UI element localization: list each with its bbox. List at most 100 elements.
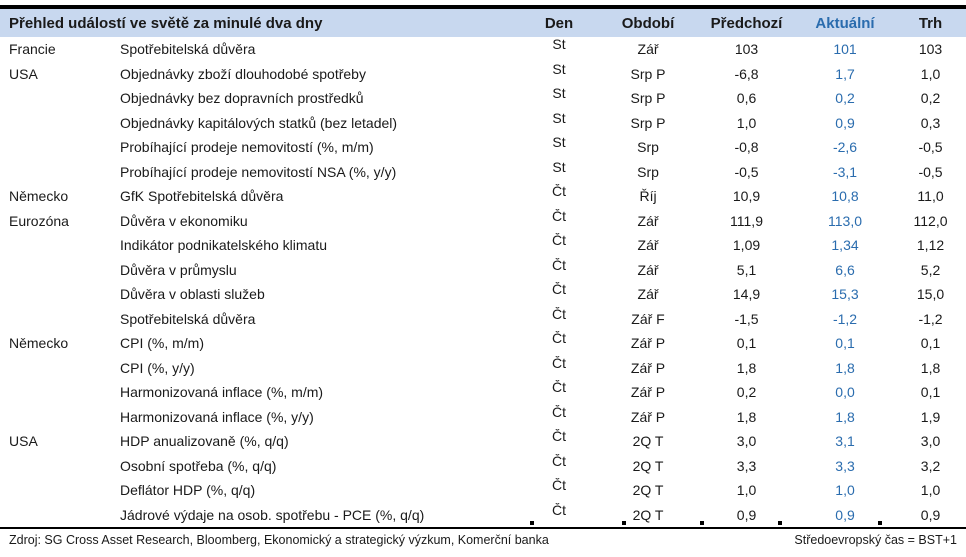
- column-tick: [778, 9, 782, 13]
- table-row: USA Objednávky zboží dlouhodobé spotřeby S…: [0, 62, 966, 87]
- cell-obdobi: Srp P: [598, 111, 698, 136]
- cell-trh: -0,5: [895, 135, 966, 160]
- cell-event: Důvěra v průmyslu: [112, 258, 520, 283]
- cell-aktualni: 0,0: [795, 380, 895, 405]
- cell-predchozi-text: 103: [734, 41, 759, 58]
- cell-country: [0, 454, 112, 479]
- cell-event-text: Probíhající prodeje nemovitostí NSA (%, …: [120, 163, 397, 180]
- cell-event: HDP anualizovaně (%, q/q): [112, 429, 520, 454]
- cell-predchozi: 0,6: [698, 86, 795, 111]
- cell-predchozi-text: 1,8: [736, 408, 757, 425]
- column-tick: [530, 9, 534, 13]
- cell-event: Harmonizovaná inflace (%, y/y): [112, 405, 520, 430]
- cell-den-text: Čt: [552, 404, 567, 420]
- cell-obdobi-text: Zář F: [631, 310, 665, 327]
- cell-trh-text: 1,0: [920, 65, 941, 82]
- cell-aktualni: 0,9: [795, 111, 895, 136]
- cell-country: [0, 356, 112, 381]
- cell-predchozi: 0,1: [698, 331, 795, 356]
- cell-trh-text: 112,0: [913, 212, 948, 229]
- cell-aktualni: 1,34: [795, 233, 895, 258]
- cell-obdobi-text: Zář P: [630, 359, 666, 376]
- table-row: Probíhající prodeje nemovitostí (%, m/m)…: [0, 135, 966, 160]
- cell-aktualni: 3,1: [795, 429, 895, 454]
- cell-aktualni: 1,8: [795, 356, 895, 381]
- cell-country-text: Německo: [9, 335, 69, 352]
- cell-country-text: Německo: [9, 188, 69, 205]
- cell-trh-text: 1,8: [920, 359, 941, 376]
- cell-obdobi: 2Q T: [598, 503, 698, 528]
- cell-predchozi-text: 1,0: [736, 482, 757, 499]
- cell-country: [0, 478, 112, 503]
- cell-trh-text: 1,12: [916, 237, 945, 254]
- cell-obdobi-text: Říj: [639, 188, 657, 205]
- table-row: Osobní spotřeba (%, q/q) Čt 2Q T 3,3 3,3 3,2: [0, 454, 966, 479]
- cell-predchozi: 1,8: [698, 356, 795, 381]
- cell-obdobi: Zář P: [598, 405, 698, 430]
- table-row: Indikátor podnikatelského klimatu Čt Zář 1,…: [0, 233, 966, 258]
- events-table: Přehled událostí ve světě za minulé dva …: [0, 9, 966, 527]
- cell-den: Čt: [520, 307, 598, 332]
- cell-predchozi: 1,0: [698, 478, 795, 503]
- cell-den-text: Čt: [552, 478, 567, 494]
- cell-trh: 1,9: [895, 405, 966, 430]
- table-row: Deflátor HDP (%, q/q) Čt 2Q T 1,0 1,0 1,0: [0, 478, 966, 503]
- cell-aktualni-text: 3,3: [835, 457, 855, 474]
- cell-event: CPI (%, y/y): [112, 356, 520, 381]
- cell-event-text: Indikátor podnikatelského klimatu: [120, 237, 328, 254]
- cell-den: St: [520, 86, 598, 111]
- cell-trh-text: 0,3: [920, 114, 941, 131]
- cell-obdobi: Zář: [598, 209, 698, 234]
- table-row: Harmonizovaná inflace (%, y/y) Čt Zář P 1,8…: [0, 405, 966, 430]
- cell-den-text: Čt: [552, 380, 567, 396]
- table-body: Francie Spotřebitelská důvěra St Zář 103 101 1…: [0, 37, 966, 527]
- cell-predchozi-text: 0,2: [736, 384, 757, 401]
- cell-obdobi-text: Zář P: [630, 408, 666, 425]
- cell-event-text: CPI (%, m/m): [120, 335, 204, 352]
- cell-aktualni-text: 0,9: [835, 114, 855, 131]
- cell-event-text: Probíhající prodeje nemovitostí (%, m/m): [120, 139, 374, 156]
- cell-country: Německo: [0, 184, 112, 209]
- cell-den: Čt: [520, 405, 598, 430]
- cell-event-text: Důvěra v oblasti služeb: [120, 286, 265, 303]
- cell-trh-text: 5,2: [920, 261, 941, 278]
- cell-aktualni: 113,0: [795, 209, 895, 234]
- top-border-rule: [0, 5, 966, 9]
- cell-trh: 1,8: [895, 356, 966, 381]
- cell-aktualni-text: 3,1: [835, 433, 855, 450]
- cell-event-text: Spotřebitelská důvěra: [120, 310, 256, 327]
- cell-den: Čt: [520, 356, 598, 381]
- cell-obdobi: Srp P: [598, 62, 698, 87]
- cell-aktualni-text: -3,1: [832, 163, 858, 180]
- cell-den: St: [520, 111, 598, 136]
- cell-obdobi: Zář: [598, 233, 698, 258]
- cell-trh-text: 15,0: [916, 286, 945, 303]
- cell-aktualni: 0,2: [795, 86, 895, 111]
- table-row: USA HDP anualizovaně (%, q/q) Čt 2Q T 3,0 3,1…: [0, 429, 966, 454]
- cell-country: [0, 160, 112, 185]
- cell-country: [0, 258, 112, 283]
- cell-predchozi-text: 0,9: [736, 506, 757, 523]
- cell-country: [0, 405, 112, 430]
- cell-trh-text: 1,0: [920, 482, 941, 499]
- cell-country-text: USA: [9, 433, 38, 450]
- cell-den-text: Čt: [552, 331, 567, 347]
- table-row: CPI (%, y/y) Čt Zář P 1,8 1,8 1,8: [0, 356, 966, 381]
- cell-den-text: St: [552, 61, 566, 77]
- cell-event: Důvěra v oblasti služeb: [112, 282, 520, 307]
- cell-obdobi-text: Zář: [637, 212, 659, 229]
- cell-trh: 0,2: [895, 86, 966, 111]
- cell-den-text: Čt: [552, 208, 567, 224]
- cell-obdobi: Srp P: [598, 86, 698, 111]
- cell-aktualni: 15,3: [795, 282, 895, 307]
- cell-predchozi: 14,9: [698, 282, 795, 307]
- cell-event-text: Objednávky kapitálových statků (bez leta…: [120, 114, 398, 131]
- cell-aktualni-text: -1,2: [832, 310, 858, 327]
- cell-country: [0, 307, 112, 332]
- cell-den-text: Čt: [552, 233, 567, 249]
- cell-trh: 0,3: [895, 111, 966, 136]
- cell-event: Probíhající prodeje nemovitostí NSA (%, …: [112, 160, 520, 185]
- cell-den: Čt: [520, 282, 598, 307]
- cell-predchozi: 5,1: [698, 258, 795, 283]
